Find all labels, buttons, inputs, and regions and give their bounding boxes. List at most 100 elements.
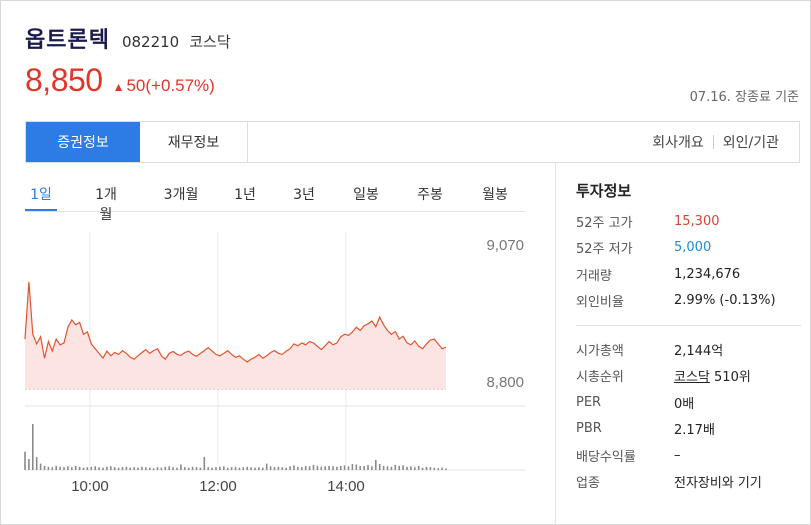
- volume-bar: [156, 467, 159, 470]
- volume-bar: [301, 467, 303, 470]
- info-value: 전자장비와 기기: [674, 476, 762, 492]
- period-tab-daily[interactable]: 일봉: [353, 187, 379, 203]
- volume-bar: [297, 466, 299, 470]
- volume-bar: [78, 466, 81, 470]
- volume-bar: [98, 467, 100, 470]
- volume-bar: [316, 465, 319, 470]
- volume-bar: [184, 467, 186, 470]
- volume-bar: [133, 467, 135, 470]
- volume-bar: [390, 466, 393, 470]
- volume-bar: [437, 468, 439, 470]
- stock-name[interactable]: 옵트론텍: [25, 28, 110, 53]
- info-row-market-cap-rank: 시총순위 코스닥 510위: [576, 363, 801, 390]
- volume-bar: [347, 466, 350, 470]
- info-label: 시가총액: [576, 343, 624, 359]
- info-label: 52주 고가: [576, 215, 633, 231]
- volume-bar: [328, 465, 330, 470]
- volume-bar: [90, 466, 93, 470]
- volume-bar: [304, 465, 307, 470]
- volume-bar: [406, 466, 408, 470]
- tabs-right-links: 회사개요 외인/기관: [652, 122, 799, 162]
- volume-bar: [262, 467, 264, 470]
- volume-bar: [86, 467, 89, 470]
- price-row: 8,850 ▲ 50(+0.57%): [25, 62, 215, 102]
- volume-bar: [180, 464, 182, 470]
- info-value: 2.17배: [674, 423, 715, 439]
- volume-bar: [367, 464, 369, 470]
- invest-info-title: 투자정보: [576, 182, 632, 200]
- volume-bar: [378, 464, 381, 470]
- volume-bar: [250, 467, 252, 470]
- volume-bar: [343, 465, 346, 470]
- volume-bar: [172, 467, 174, 470]
- link-separator: [712, 135, 714, 149]
- volume-bar: [312, 464, 315, 470]
- price-change: ▲ 50(+0.57%): [113, 76, 215, 96]
- market-name: 코스닥: [189, 33, 231, 51]
- volume-bar: [308, 466, 311, 470]
- info-value: 2,144억: [674, 343, 724, 359]
- volume-bar: [238, 467, 241, 470]
- volume-bar: [417, 465, 420, 470]
- volume-bar: [207, 467, 209, 470]
- volume-bar: [39, 463, 42, 470]
- info-row-52w-high: 52주 고가 15,300: [576, 208, 801, 235]
- period-tab-1y[interactable]: 1년: [234, 187, 256, 203]
- company-overview-link[interactable]: 회사개요: [652, 135, 704, 151]
- volume-bar: [215, 467, 217, 470]
- info-row-industry: 업종 전자장비와 기기: [576, 469, 801, 496]
- volume-bar: [67, 466, 69, 470]
- volume-bar: [394, 464, 397, 470]
- volume-bar: [230, 467, 233, 470]
- volume-bar: [336, 466, 338, 470]
- info-label: 배당수익률: [576, 449, 636, 465]
- volume-bar: [55, 465, 57, 470]
- volume-bar: [164, 466, 167, 470]
- volume-bar: [359, 465, 361, 470]
- period-tab-1m[interactable]: 1개월: [95, 187, 117, 223]
- volume-bar: [59, 466, 61, 470]
- volume-bar: [203, 457, 206, 470]
- volume-bar: [320, 466, 323, 470]
- volume-bar: [74, 465, 77, 470]
- volume-bar: [421, 467, 424, 470]
- stock-code: 082210: [121, 33, 180, 51]
- info-row-volume: 거래량 1,234,676: [576, 261, 801, 288]
- info-value: 5,000: [674, 240, 712, 256]
- volume-bar: [102, 467, 104, 470]
- info-separator: [576, 325, 801, 326]
- period-tab-weekly[interactable]: 주봉: [417, 187, 443, 203]
- period-tab-monthly[interactable]: 월봉: [482, 187, 508, 203]
- volume-bar: [51, 467, 54, 470]
- info-row-52w-low: 52주 저가 5,000: [576, 235, 801, 262]
- volume-bar: [273, 467, 276, 470]
- info-label: 시총순위: [576, 370, 624, 386]
- intraday-price-chart[interactable]: 9,070 8,800 10:00 12:00 14:00: [0, 212, 545, 525]
- volume-bar: [441, 467, 443, 470]
- info-value: 0배: [674, 396, 695, 412]
- volume-bar: [223, 466, 225, 470]
- volume-bar: [429, 467, 432, 470]
- y-tick-low: 8,800: [486, 374, 524, 391]
- volume-bar: [433, 467, 436, 470]
- volume-bar: [113, 467, 116, 470]
- period-tab-3m[interactable]: 3개월: [163, 187, 199, 203]
- volume-bar: [258, 467, 260, 470]
- period-tab-3y[interactable]: 3년: [293, 187, 315, 203]
- volume-bar: [371, 466, 373, 470]
- volume-bar: [242, 467, 245, 470]
- foreign-institution-link[interactable]: 외인/기관: [722, 135, 779, 151]
- tab-financial-info[interactable]: 재무정보: [140, 122, 248, 162]
- volume-bar: [382, 465, 385, 470]
- volume-bar: [211, 467, 213, 470]
- period-tab-1d[interactable]: 1일: [25, 178, 57, 211]
- volume-bar: [277, 466, 280, 470]
- tab-stock-info[interactable]: 증권정보: [26, 122, 140, 162]
- info-value: –: [674, 447, 681, 463]
- info-value: 15,300: [674, 213, 720, 229]
- volume-bar: [28, 459, 30, 470]
- volume-bar: [187, 467, 190, 470]
- market-rank-link[interactable]: 코스닥: [674, 370, 710, 386]
- volume-bar: [281, 467, 284, 470]
- x-tick-1200: 12:00: [199, 478, 237, 495]
